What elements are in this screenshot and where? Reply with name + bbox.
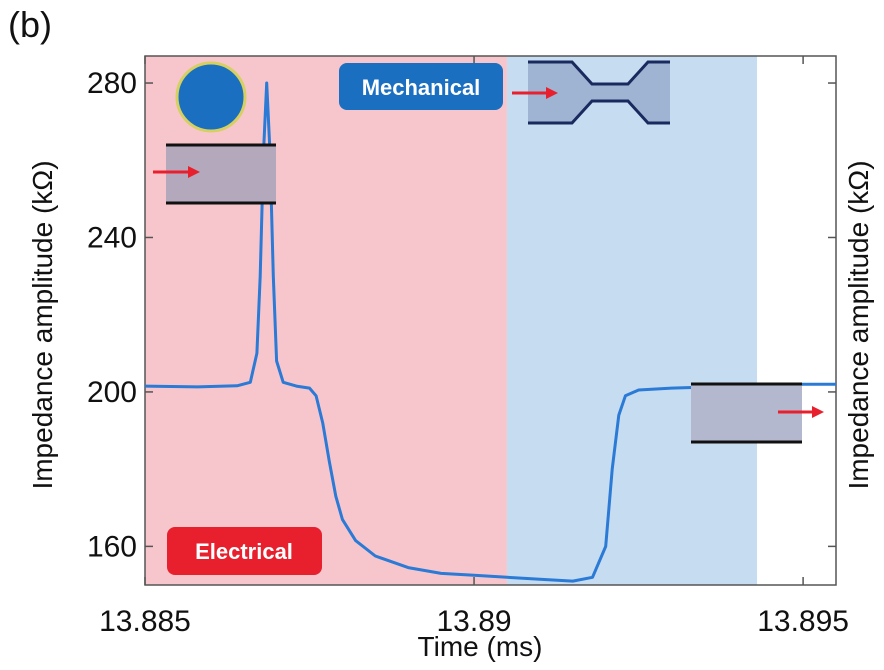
mechanical-region: [506, 56, 758, 585]
y-tick-label: 280: [87, 67, 137, 100]
y-axis-title-right: Impedance amplitude (kΩ): [843, 160, 874, 489]
electrical-badge: Electrical: [167, 527, 322, 575]
x-tick-label: 13.885: [99, 605, 191, 638]
x-tick-label: 13.89: [437, 605, 512, 638]
x-tick-label: 13.895: [757, 605, 849, 638]
electrical-badge-label: Electrical: [195, 539, 293, 564]
y-tick-label: 160: [87, 530, 137, 563]
y-tick-label: 200: [87, 376, 137, 409]
mechanical-badge: Mechanical: [339, 63, 503, 110]
electrical-region: [145, 56, 507, 585]
y-axis-title-left: Impedance amplitude (kΩ): [27, 160, 58, 489]
x-axis-title: Time (ms): [418, 631, 543, 662]
constriction-icon: [512, 60, 670, 125]
mechanical-badge-label: Mechanical: [362, 75, 481, 100]
channel-right-icon: [691, 382, 824, 444]
cell-circle-icon: [175, 61, 247, 133]
y-tick-label: 240: [87, 221, 137, 254]
tick-labels: 160 200 240 280 13.885 13.89 13.895: [87, 67, 849, 638]
plot-frame: [144, 55, 837, 586]
tick-marks: [144, 56, 836, 585]
panel-label: (b): [8, 4, 52, 45]
channel-left-icon: [153, 143, 276, 205]
